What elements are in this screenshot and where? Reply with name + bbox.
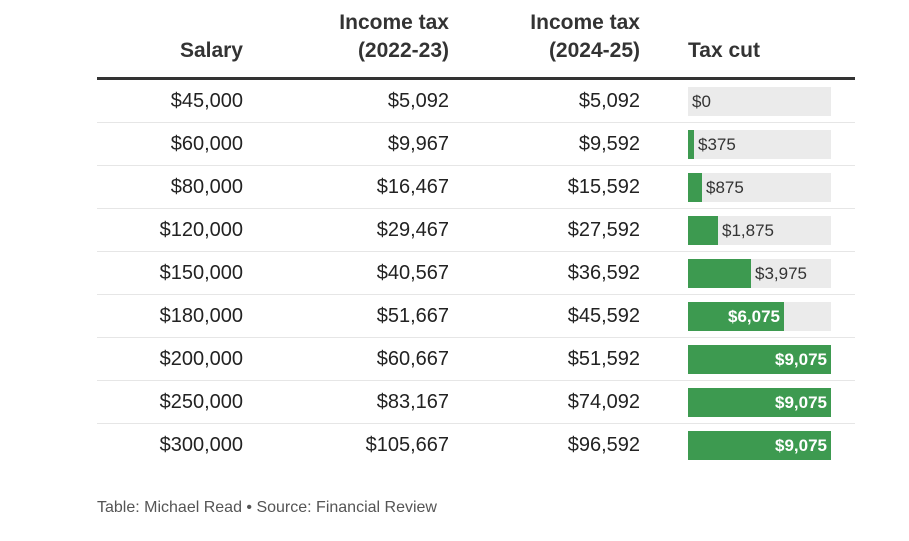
income-tax-2024-25-cell: $74,092 [567,391,640,413]
tax-cut-bar [688,259,751,288]
table-body: $45,000 $5,092 $5,092 $0 $60,000 $9,967 $9,592… [97,80,855,467]
tax-cut-bar-track: $3,975 [688,259,831,288]
income-tax-2022-23-cell: $9,967 [387,133,449,155]
income-tax-2022-23-cell: $29,467 [376,219,449,241]
table-row: $250,000 $83,167 $74,092 $9,075 [97,381,855,424]
table-row: $120,000 $29,467 $27,592 $1,875 [97,209,855,252]
header-income-tax-2022-23: Income tax (2022-23) [339,9,449,65]
table-row: $80,000 $16,467 $15,592 $875 [97,166,855,209]
income-tax-2024-25-cell: $5,092 [578,90,640,112]
tax-cut-bar-track: $9,075 [688,431,831,460]
income-tax-2024-25-cell: $51,592 [567,348,640,370]
header-tax-cut: Tax cut [688,37,760,65]
income-tax-2024-25-cell: $9,592 [578,133,640,155]
income-tax-2024-25-cell: $27,592 [567,219,640,241]
header-tax-cut-label: Tax cut [688,39,760,62]
table-row: $200,000 $60,667 $51,592 $9,075 [97,338,855,381]
salary-cell: $80,000 [170,176,243,198]
table-row: $45,000 $5,092 $5,092 $0 [97,80,855,123]
income-tax-2024-25-cell: $36,592 [567,262,640,284]
income-tax-2024-25-cell: $96,592 [567,434,640,456]
tax-cut-label: $375 [698,135,736,154]
income-tax-2022-23-cell: $105,667 [365,434,449,456]
income-tax-2022-23-cell: $83,167 [376,391,449,413]
income-tax-2024-25-cell: $15,592 [567,176,640,198]
salary-cell: $45,000 [170,90,243,112]
salary-cell: $300,000 [159,434,243,456]
table-row: $300,000 $105,667 $96,592 $9,075 [97,424,855,467]
header-income-tax-2024-25: Income tax (2024-25) [530,9,640,65]
tax-cut-bar-track: $875 [688,173,831,202]
income-tax-2022-23-cell: $40,567 [376,262,449,284]
header-income-tax-2022-23-line2: (2022-23) [357,39,449,62]
tax-cut-label: $875 [706,178,744,197]
tax-cut-bar [688,173,702,202]
tax-cut-table: Salary Income tax (2022-23) Income tax (… [97,0,855,467]
salary-cell: $180,000 [159,305,243,327]
tax-cut-label: $1,875 [722,221,774,240]
income-tax-2022-23-cell: $51,667 [376,305,449,327]
income-tax-2022-23-cell: $16,467 [376,176,449,198]
income-tax-2022-23-cell: $5,092 [387,90,449,112]
salary-cell: $60,000 [170,133,243,155]
tax-cut-bar [688,216,718,245]
tax-cut-bar-track: $1,875 [688,216,831,245]
table-header: Salary Income tax (2022-23) Income tax (… [97,0,855,80]
tax-cut-bar [688,431,831,460]
tax-cut-bar-track: $6,075 [688,302,831,331]
salary-cell: $200,000 [159,348,243,370]
tax-cut-bar-track: $0 [688,87,831,116]
table-row: $150,000 $40,567 $36,592 $3,975 [97,252,855,295]
tax-cut-bar-track: $375 [688,130,831,159]
table-row: $180,000 $51,667 $45,592 $6,075 [97,295,855,338]
header-salary: Salary [180,37,243,65]
header-income-tax-2024-25-line2: (2024-25) [548,39,640,62]
income-tax-2022-23-cell: $60,667 [376,348,449,370]
tax-cut-bar [688,345,831,374]
tax-cut-label: $3,975 [755,264,807,283]
salary-cell: $250,000 [159,391,243,413]
tax-cut-label: $9,075 [775,436,827,455]
tax-cut-bar [688,302,784,331]
table-row: $60,000 $9,967 $9,592 $375 [97,123,855,166]
salary-cell: $120,000 [159,219,243,241]
tax-cut-bar [688,130,694,159]
income-tax-2024-25-cell: $45,592 [567,305,640,327]
header-income-tax-2024-25-line1: Income tax [530,11,640,34]
tax-cut-label: $0 [692,92,711,111]
footer-credit: Table: Michael Read • Source: Financial … [97,499,437,516]
tax-cut-bar [688,388,831,417]
salary-cell: $150,000 [159,262,243,284]
tax-cut-label: $9,075 [775,350,827,369]
tax-cut-label: $9,075 [775,393,827,412]
tax-cut-bar-track: $9,075 [688,345,831,374]
tax-cut-label: $6,075 [728,307,780,326]
header-salary-label: Salary [179,39,243,62]
tax-cut-bar-track: $9,075 [688,388,831,417]
header-income-tax-2022-23-line1: Income tax [339,11,449,34]
